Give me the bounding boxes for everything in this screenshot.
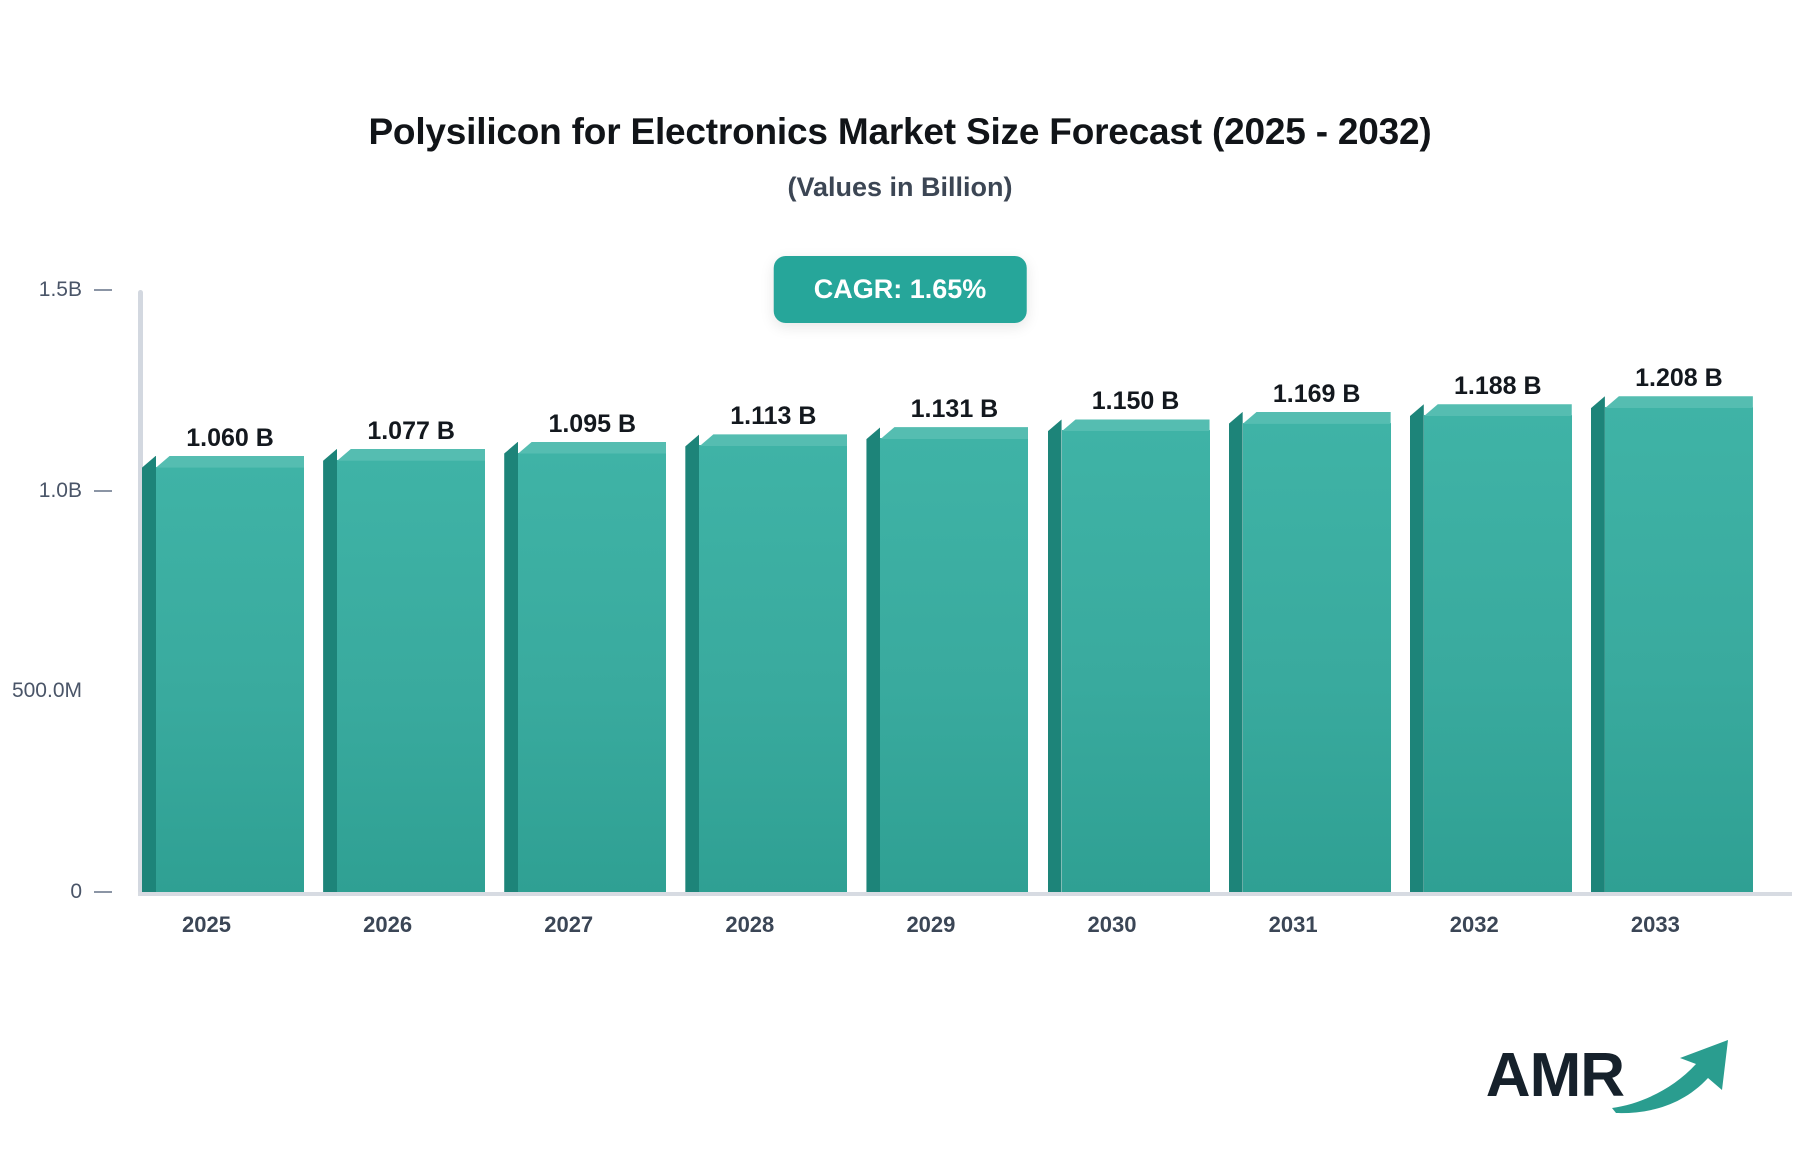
growth-arrow-icon [1612,1040,1728,1114]
bar-side-face [142,455,156,892]
y-axis-tick-mark [94,891,112,894]
bar-top-face [156,455,304,468]
bar-front-face [1604,407,1753,892]
x-axis-line [138,892,1792,896]
bar[interactable]: 1.077 B [323,417,486,892]
bar-top-face [880,427,1029,440]
bar-slot: 1.188 B [1409,290,1601,892]
bar-slot: 1.131 B [866,290,1057,892]
bar-slot: 1.095 B [504,290,695,892]
bar-slot: 1.077 B [323,290,514,892]
bar-side-face [1047,419,1062,892]
chart-header: Polysilicon for Electronics Market Size … [0,0,1800,203]
bar-value-label: 1.113 B [730,402,817,431]
bar-slot: 1.208 B [1590,290,1782,892]
bar-value-label: 1.150 B [1091,387,1180,416]
bar-top-face [1604,396,1753,409]
amr-logo-text: AMR [1485,1041,1625,1110]
amr-logo: AMR [1486,1034,1740,1118]
bar-slot: 1.113 B [685,290,876,892]
bar[interactable]: 1.208 B [1590,364,1753,892]
bar-top-face [699,434,848,447]
y-axis-tick-mark [94,289,112,292]
bar[interactable]: 1.095 B [504,410,667,892]
bar-top-face [518,441,667,454]
bar-value-label: 1.208 B [1635,364,1723,393]
x-axis-label: 2027 [544,912,594,937]
y-axis-tick-label: 1.5B [38,278,82,301]
x-axis-label: 2033 [1630,912,1680,937]
y-axis-tick-label: 1.0B [38,478,82,502]
y-axis-tick-label: 0 [70,880,82,903]
bar-value-label: 1.095 B [548,409,636,438]
x-axis-label: 2029 [906,912,956,937]
bar-side-face [1409,404,1424,892]
bar-side-face [504,441,519,892]
bar-value-label: 1.169 B [1272,379,1361,408]
bar-value-label: 1.188 B [1453,372,1542,401]
bar-top-face [1423,404,1572,417]
x-axis-label: 2026 [363,912,413,937]
bar-side-face [1228,411,1243,892]
bar-top-face [1061,419,1210,432]
bar[interactable]: 1.169 B [1228,380,1391,892]
x-axis-label: 2031 [1268,912,1318,937]
bar-front-face [156,466,304,892]
chart-subtitle: (Values in Billion) [787,172,1013,203]
y-axis-tick: 1.5B [0,278,112,302]
bar[interactable]: 1.131 B [866,395,1029,892]
x-axis-label: 2028 [725,912,775,937]
bar-slot: 1.060 B [142,290,333,892]
y-axis-tick-mark [94,490,112,493]
bar[interactable]: 1.113 B [685,402,848,892]
bar-value-label: 1.077 B [367,416,455,445]
y-axis-line [138,290,143,894]
bar-value-label: 1.060 B [186,423,274,452]
y-axis-tick: 1.0B [0,479,112,503]
x-axis-label: 2025 [182,912,231,937]
bar-front-face [337,459,486,892]
bar-slot: 1.150 B [1047,290,1239,892]
x-axis-label-group: 2025 2026 2027 2028 2029 2030 2031 2032 2033 [152,912,1782,938]
bar-front-face [880,438,1029,892]
y-axis-tick-label: 500.0M [11,679,82,703]
bar-side-face [866,427,881,892]
bar-side-face [685,434,700,892]
bar-front-face [1423,415,1572,892]
bar-front-face [1242,422,1391,892]
bar-front-face [699,445,848,892]
chart-title: Polysilicon for Electronics Market Size … [368,111,1432,152]
x-axis-label: 2030 [1087,912,1137,937]
bar-side-face [323,448,338,892]
bar-top-face [337,448,486,461]
bar-slot: 1.169 B [1228,290,1420,892]
x-axis-label: 2032 [1449,912,1499,937]
bar-group: 1.060 B 1.077 B 1.095 B 1.113 B 1.131 B 1.150… [142,290,1782,892]
bar-value-label: 1.131 B [910,395,999,424]
bar[interactable]: 1.150 B [1047,387,1210,892]
bar-top-face [1242,411,1391,424]
bar[interactable]: 1.188 B [1409,372,1572,892]
y-axis-tick: 500.0M [0,679,112,703]
bar-side-face [1590,396,1605,892]
bar-front-face [518,452,667,892]
cagr-badge: CAGR: 1.65% [773,256,1027,323]
bar[interactable]: 1.060 B [142,424,304,892]
bar-front-face [1061,430,1210,892]
y-axis-tick: 0 [0,880,112,904]
